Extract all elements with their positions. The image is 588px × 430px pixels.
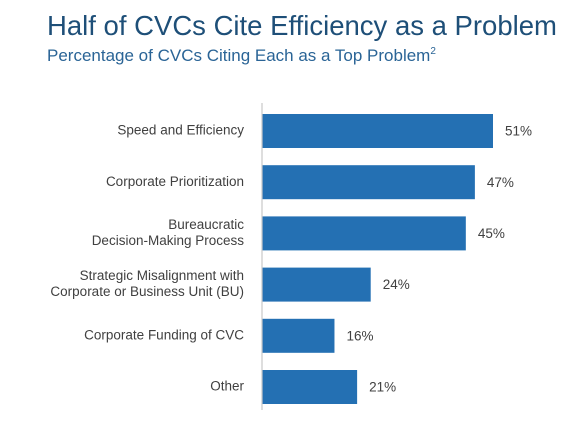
bar [262, 216, 466, 251]
category-label: Other [210, 379, 244, 394]
category-label: Strategic Misalignment with [80, 268, 244, 283]
bar [262, 114, 493, 148]
data-label: 45% [478, 226, 505, 241]
category-label: Bureaucratic [168, 217, 244, 232]
data-label: 51% [505, 124, 532, 139]
data-label: 16% [346, 328, 373, 343]
data-label: 21% [369, 380, 396, 395]
chart-title: Half of CVCs Cite Efficiency as a Proble… [47, 10, 557, 41]
footnote-marker: 2 [430, 46, 436, 57]
chart-subtitle-text: Percentage of CVCs Citing Each as a Top … [47, 46, 431, 65]
data-label: 47% [487, 175, 514, 190]
category-label: Corporate Prioritization [106, 174, 244, 189]
category-label: Decision-Making Process [92, 233, 245, 248]
bar [262, 318, 335, 353]
category-label: Speed and Efficiency [117, 123, 244, 138]
data-label: 24% [383, 277, 410, 292]
bar [262, 165, 475, 200]
bar [262, 267, 371, 302]
bar [262, 370, 358, 404]
chart-subtitle: Percentage of CVCs Citing Each as a Top … [47, 46, 436, 66]
category-label: Corporate Funding of CVC [84, 327, 244, 342]
category-label: Corporate or Business Unit (BU) [50, 284, 244, 299]
